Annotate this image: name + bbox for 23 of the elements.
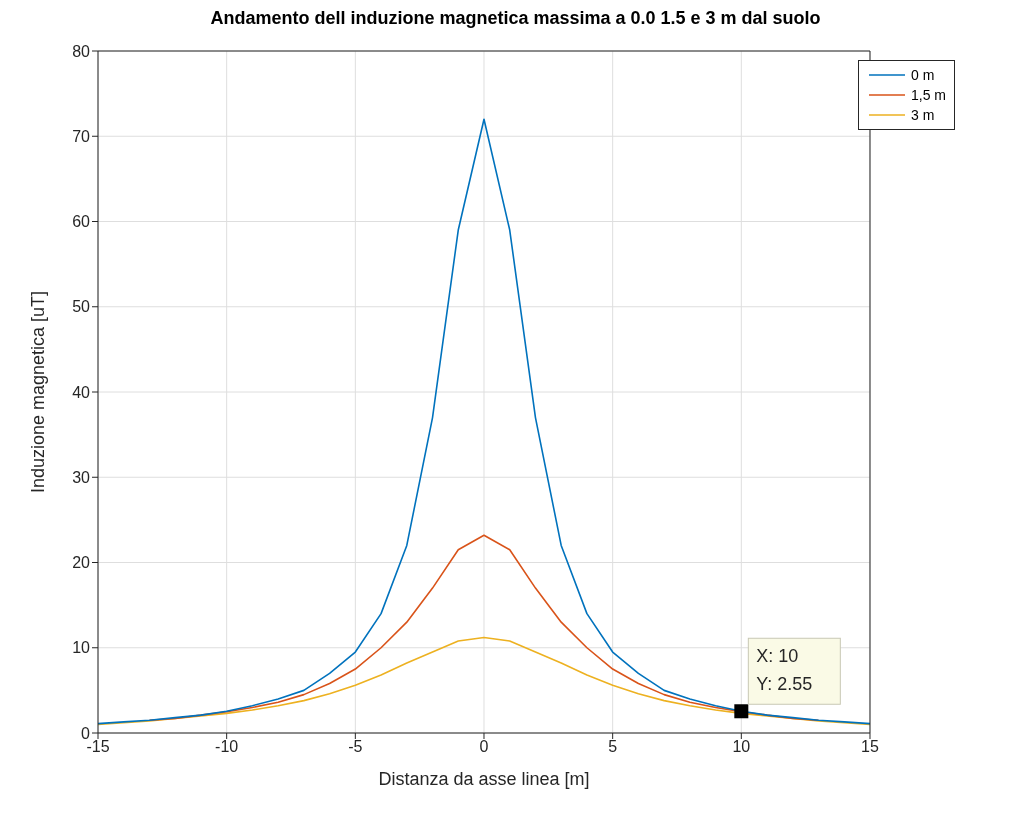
annotation: X: 10 Y: 2.55 — [756, 646, 813, 695]
x-tick-label: -5 — [348, 738, 363, 756]
y-tick-label: 10 — [72, 639, 91, 657]
x-tick-label: 15 — [861, 738, 879, 756]
legend-label: 0 m — [910, 66, 935, 85]
x-tick-label: -10 — [215, 738, 239, 756]
line-series — [98, 636, 870, 726]
x-tick-label: 5 — [608, 738, 618, 756]
y-tick-label: 30 — [72, 468, 91, 486]
y-tick-label: 20 — [72, 554, 91, 572]
y-tick-label: 50 — [72, 298, 91, 316]
y-tick-label: 40 — [72, 383, 91, 401]
legend-label: 3 m — [910, 106, 935, 125]
y-tick-label: 70 — [72, 127, 91, 145]
line-series — [98, 118, 870, 725]
x-axis-title: Distanza da asse linea [m] — [378, 769, 590, 789]
y-axis-title: Induzione magnetica [uT] — [28, 290, 49, 494]
x-tick-label: 0 — [479, 738, 489, 756]
chart-title: Andamento dell induzione magnetica massima a 0.0 1.5 e 3 m dal suolo — [209, 8, 822, 29]
y-tick-label: 60 — [72, 213, 91, 231]
x-tick-label: 10 — [732, 738, 751, 756]
legend-label: 1,5 m — [910, 86, 946, 105]
y-tick-label: 80 — [72, 42, 91, 60]
